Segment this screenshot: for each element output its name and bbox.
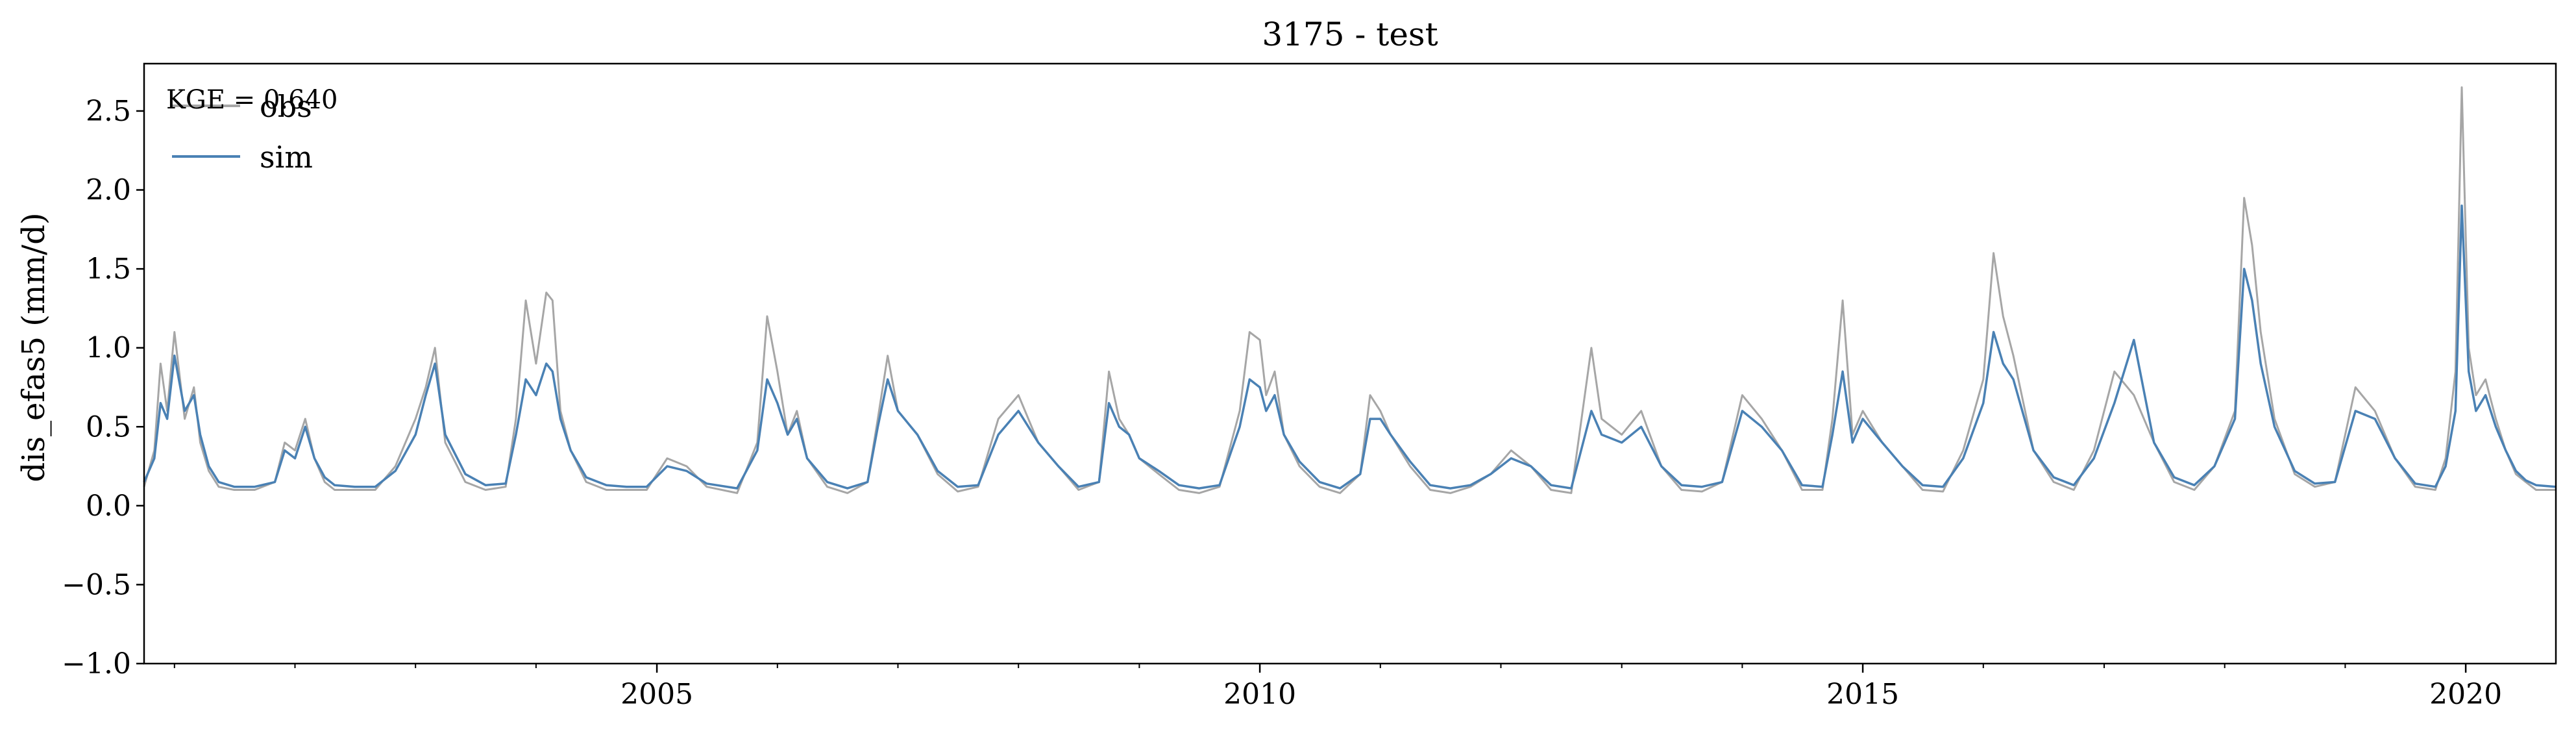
legend: obs sim bbox=[172, 89, 313, 175]
axes-layer: −1.0 −0.5 0.0 0.5 1.0 1.5 2.0 2.5 2005 2010 2015 20… bbox=[62, 95, 2502, 711]
legend-label-sim: sim bbox=[260, 140, 313, 175]
series-line-obs bbox=[143, 86, 2556, 494]
y-tick-label: 0.0 bbox=[86, 490, 131, 523]
x-tick-label: 2010 bbox=[1223, 678, 1296, 711]
y-tick-label: 1.0 bbox=[86, 332, 131, 365]
y-axis-label: dis_efas5 (mm/d) bbox=[16, 212, 52, 482]
chart-title: 3175 - test bbox=[1262, 16, 1438, 53]
plot-frame bbox=[143, 62, 2557, 665]
x-tick-label: 2020 bbox=[2429, 678, 2502, 711]
y-tick-label: 0.5 bbox=[86, 410, 131, 443]
series-layer bbox=[143, 86, 2557, 494]
series-line-sim bbox=[143, 205, 2557, 490]
y-tick-label: 1.5 bbox=[86, 253, 131, 286]
y-tick-label: 2.0 bbox=[86, 174, 131, 207]
y-tick-label: −0.5 bbox=[62, 568, 131, 601]
y-tick-label: −1.0 bbox=[62, 647, 131, 680]
x-tick-label: 2015 bbox=[1826, 678, 1899, 711]
legend-label-obs: obs bbox=[260, 89, 312, 124]
y-tick-label: 2.5 bbox=[86, 95, 131, 128]
x-tick-label: 2005 bbox=[620, 678, 693, 711]
kge-annotation: KGE = 0.640 bbox=[166, 85, 338, 115]
